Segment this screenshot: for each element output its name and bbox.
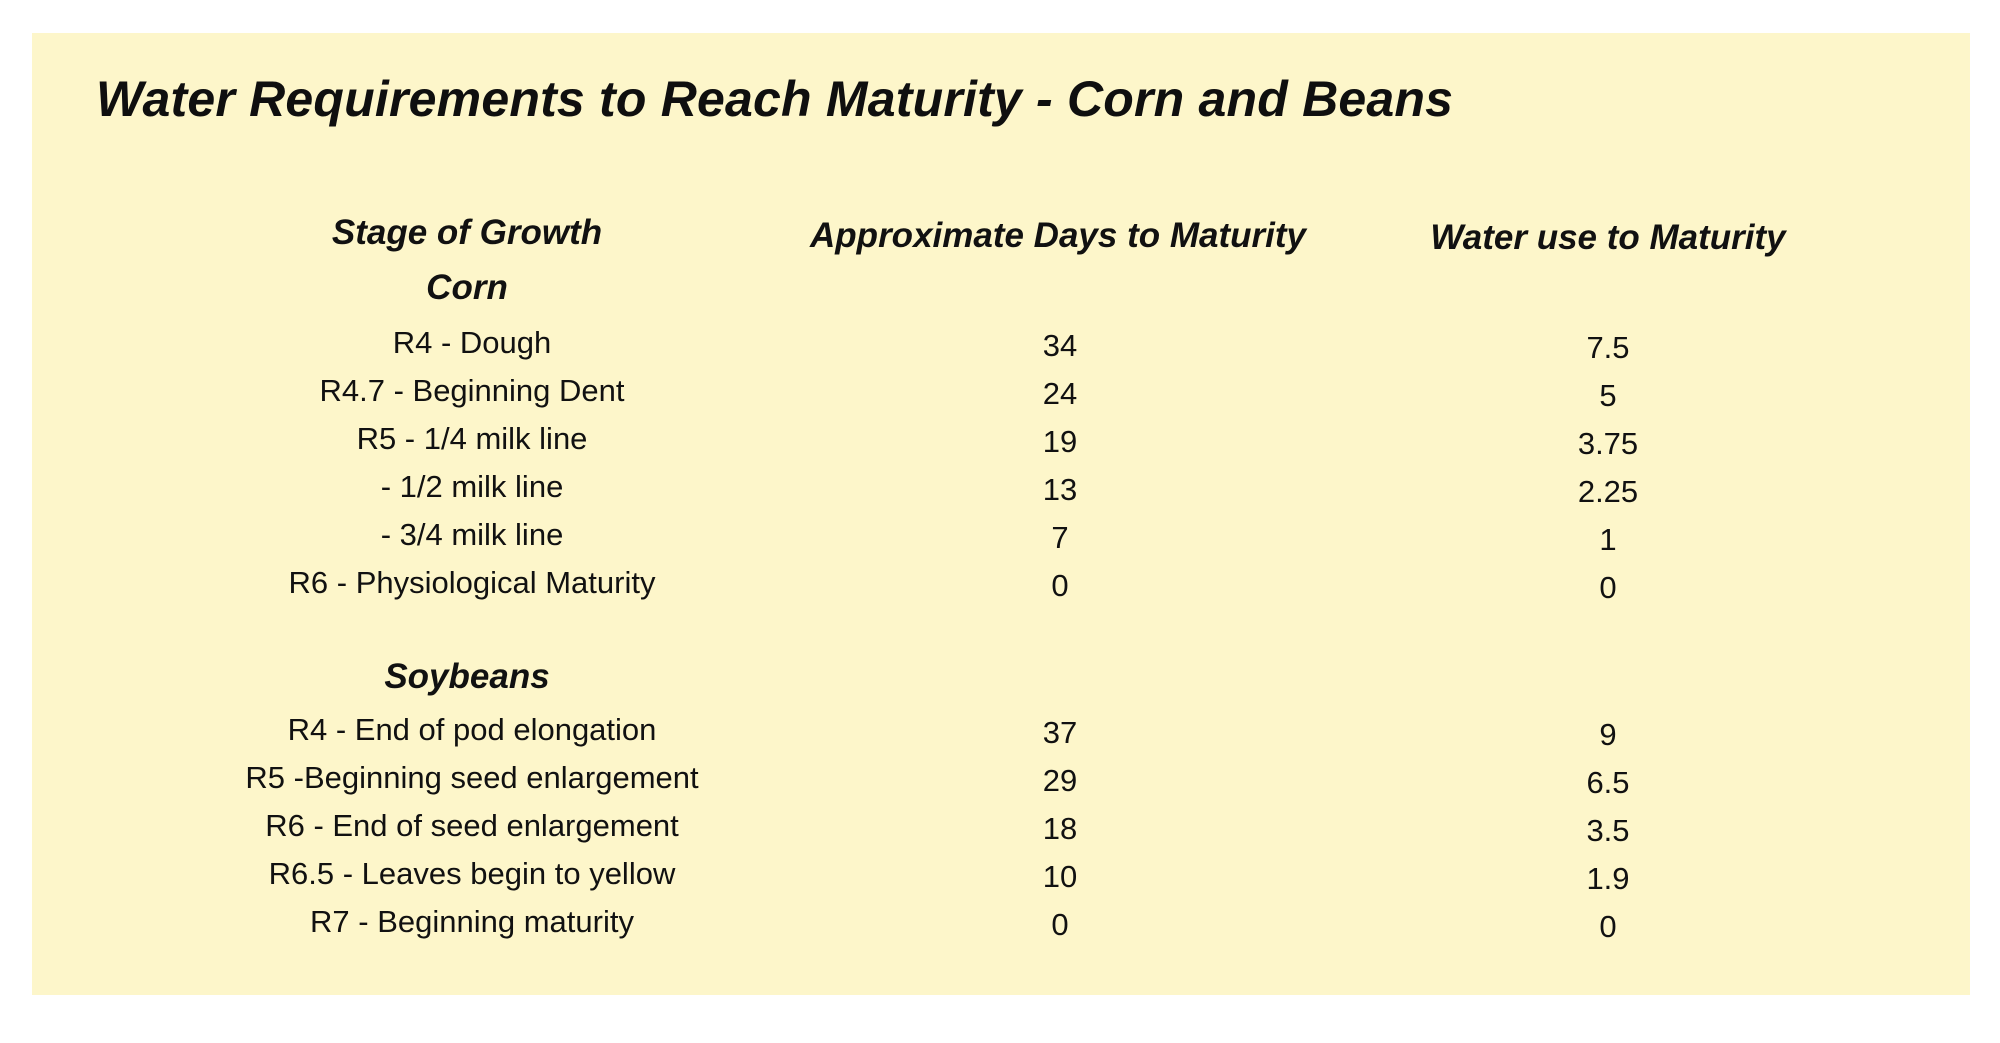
- stage-cell: - 1/2 milk line: [380, 469, 564, 504]
- stage-cell: R5 -Beginning seed enlargement: [245, 760, 699, 795]
- days-cell: 37: [1042, 715, 1078, 750]
- water-cell: 7.5: [1586, 330, 1630, 365]
- water-cell: 3.5: [1586, 813, 1630, 848]
- water-cell: 0: [1599, 570, 1617, 605]
- days-cell: 10: [1042, 859, 1078, 894]
- stage-cell: R4.7 - Beginning Dent: [319, 373, 625, 408]
- stage-cell: R6 - End of seed enlargement: [265, 808, 679, 843]
- water-cell: 6.5: [1586, 765, 1630, 800]
- stage-cell: R6 - Physiological Maturity: [288, 565, 656, 600]
- stage-cell: R5 - 1/4 milk line: [356, 421, 588, 456]
- water-cell: 0: [1599, 909, 1617, 944]
- water-cell: 2.25: [1577, 474, 1639, 509]
- days-cell: 34: [1042, 328, 1078, 363]
- page-title: Water Requirements to Reach Maturity - C…: [96, 71, 1454, 127]
- stage-cell: R4 - Dough: [392, 325, 552, 360]
- column-header-stage: Stage of Growth: [331, 213, 603, 252]
- stage-cell: - 3/4 milk line: [380, 517, 564, 552]
- days-cell: 29: [1042, 763, 1078, 798]
- column-header-water: Water use to Maturity: [1430, 218, 1786, 257]
- group-label-soybeans: Soybeans: [384, 657, 550, 696]
- days-cell: 24: [1042, 376, 1078, 411]
- stage-cell: R6.5 - Leaves begin to yellow: [268, 856, 676, 891]
- stage-cell: R7 - Beginning maturity: [310, 904, 634, 939]
- water-cell: 9: [1599, 717, 1617, 752]
- water-cell: 1.9: [1586, 861, 1630, 896]
- days-cell: 0: [1051, 907, 1069, 942]
- days-cell: 0: [1051, 568, 1069, 603]
- water-cell: 3.75: [1577, 426, 1639, 461]
- table-panel: [32, 33, 1970, 995]
- days-cell: 13: [1042, 472, 1078, 507]
- group-label-corn: Corn: [426, 268, 508, 307]
- days-cell: 18: [1042, 811, 1078, 846]
- water-cell: 5: [1599, 378, 1617, 413]
- column-header-days: Approximate Days to Maturity: [810, 216, 1306, 255]
- stage-cell: R4 - End of pod elongation: [287, 712, 657, 747]
- days-cell: 19: [1042, 424, 1078, 459]
- water-cell: 1: [1599, 522, 1617, 557]
- days-cell: 7: [1051, 520, 1069, 555]
